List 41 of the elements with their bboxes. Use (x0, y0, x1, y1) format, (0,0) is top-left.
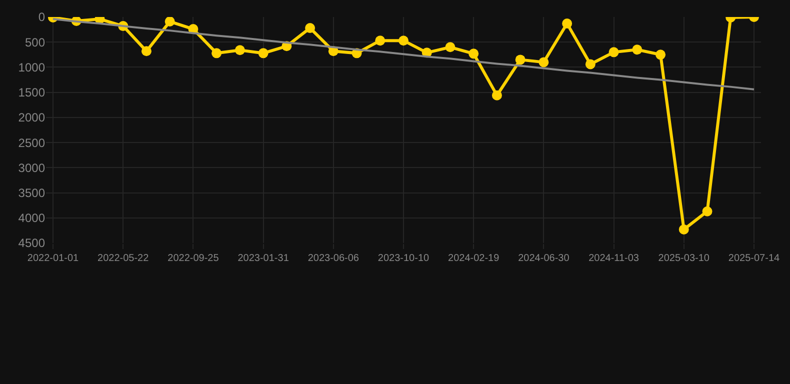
point (141, 46, 152, 56)
y-tick-label: 2000 (18, 110, 46, 125)
point (656, 50, 666, 60)
y-tick-label: 1000 (18, 60, 46, 74)
point (234, 45, 245, 56)
y-tick-label: 500 (24, 35, 46, 50)
y-tick-label: 3500 (18, 186, 46, 200)
point (702, 206, 712, 216)
point (375, 36, 386, 46)
point (398, 36, 408, 46)
y-tick-label: 0 (38, 10, 46, 24)
point (212, 48, 222, 58)
x-tick-label: 2023-01-31 (238, 253, 290, 264)
point (562, 18, 572, 29)
point (305, 23, 316, 34)
point (678, 224, 689, 234)
y-tick-label: 4500 (18, 236, 46, 250)
point (632, 44, 642, 55)
y-tick-label: 1500 (18, 86, 46, 100)
x-tick-label: 2023-06-06 (308, 253, 360, 264)
x-tick-label: 2025-03-10 (658, 253, 710, 264)
x-tick-label: 2022-05-22 (98, 253, 150, 264)
point (164, 17, 175, 27)
point (492, 90, 502, 100)
x-tick-label: 2024-11-03 (588, 253, 640, 264)
x-tick-label: 2022-09-25 (168, 253, 220, 264)
x-tick-label: 2025-07-14 (728, 253, 780, 264)
y-tick-label: 3000 (18, 160, 46, 175)
point (258, 48, 268, 58)
point (468, 48, 479, 59)
point (515, 54, 526, 65)
y-tick-label: 4000 (18, 211, 46, 226)
x-tick-label: 2024-06-30 (518, 253, 570, 264)
x-tick-label: 2022-01-01 (27, 253, 80, 264)
point (585, 59, 596, 70)
y-tick-label: 2500 (18, 136, 46, 150)
x-tick-label: 2023-10-10 (378, 253, 430, 264)
point (608, 47, 619, 58)
point (445, 42, 456, 52)
point (538, 57, 549, 68)
x-tick-label: 2024-02-19 (448, 253, 500, 264)
